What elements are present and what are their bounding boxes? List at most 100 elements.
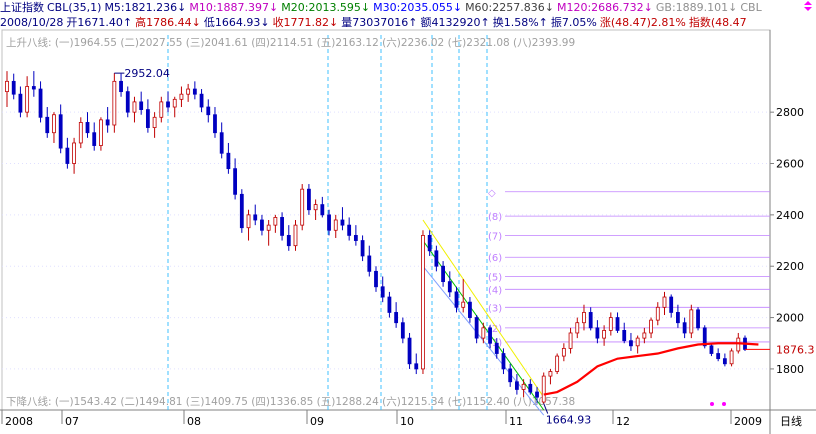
candle-body-9 <box>65 147 70 164</box>
candle-body-25 <box>172 98 177 108</box>
candle-body-38 <box>260 219 264 231</box>
x-axis-label-0: 2008 <box>5 415 33 428</box>
low-pointer-line <box>543 403 549 414</box>
signal-dot-1 <box>722 402 726 406</box>
candle-body-43 <box>293 224 298 247</box>
quote-item-7: 换1.58%↑ <box>492 16 548 29</box>
candle-body-70 <box>474 317 479 339</box>
candle-body-7 <box>52 114 56 134</box>
ohlc-header-row: 2008/10/28 开1671.40↑ 高1786.44↓ 低1664.93↓ 收17… <box>0 15 750 30</box>
candle-body-65 <box>441 265 445 283</box>
candle-body-64 <box>434 250 439 267</box>
candle-body-32 <box>219 132 224 154</box>
candle-body-4 <box>31 86 36 90</box>
candle-body-74 <box>501 353 506 370</box>
quote-item-8: 振7.05% <box>550 16 597 29</box>
candle-body-24 <box>166 101 170 108</box>
candle-body-63 <box>427 235 432 252</box>
candle-body-52 <box>353 235 358 241</box>
candle-body-48 <box>327 214 331 231</box>
candle-body-106 <box>716 353 721 360</box>
x-axis-label-1: 07 <box>65 415 79 428</box>
candle-body-42 <box>286 235 291 247</box>
candle-body-86 <box>582 312 586 324</box>
quote-item-10: 指数(48.47 <box>688 16 747 29</box>
quote-item-6: 额4132920↑ <box>420 16 490 29</box>
quote-item-9: 涨(48.47)2.81% <box>599 16 686 29</box>
candle-body-10 <box>72 142 76 164</box>
candle-body-21 <box>145 109 150 128</box>
candle-body-29 <box>199 93 204 108</box>
candle-body-8 <box>58 114 63 149</box>
candle-body-108 <box>729 350 734 365</box>
y-tick-label-1: 2000 <box>776 312 804 325</box>
x-axis-label-6: 12 <box>616 415 630 428</box>
indicator-item-6: M60:2257.836↓ <box>465 1 554 14</box>
candle-body-16 <box>112 80 117 126</box>
candle-body-77 <box>521 383 526 390</box>
candle-body-71 <box>481 327 486 339</box>
candle-body-20 <box>139 101 144 110</box>
candle-body-27 <box>186 88 191 95</box>
candle-body-3 <box>25 86 30 113</box>
candle-body-55 <box>374 270 378 288</box>
indicator-item-0: 上证指数 <box>0 1 44 14</box>
period-label: 日线 <box>780 414 802 428</box>
candle-body-11 <box>78 122 83 144</box>
candle-body-59 <box>400 322 405 339</box>
upper-eight-lines-label: 上升八线: (一)1964.55 (二)2027.55 (三)2041.61 (… <box>6 36 575 49</box>
candle-body-78 <box>528 383 533 393</box>
x-axis-label-4: 10 <box>400 415 414 428</box>
candle-body-28 <box>192 88 197 95</box>
candle-body-44 <box>300 188 305 226</box>
candle-body-79 <box>535 391 539 398</box>
candle-body-14 <box>99 119 103 146</box>
moving-average-line <box>543 342 759 396</box>
y-tick-label-3: 2400 <box>776 209 804 222</box>
candle-body-97 <box>655 306 660 321</box>
scroll-arrows-icon[interactable] <box>802 0 814 12</box>
candle-body-60 <box>407 337 412 365</box>
fib-level-label-1: (2) <box>488 324 502 335</box>
candle-body-100 <box>676 312 680 324</box>
candle-body-91 <box>615 317 620 331</box>
fib-level-label-4: (5) <box>488 272 502 283</box>
candle-body-95 <box>642 332 647 339</box>
candle-body-73 <box>494 342 499 354</box>
quote-item-1: 开1671.40↑ <box>66 16 133 29</box>
candle-body-80 <box>541 375 546 403</box>
candle-body-107 <box>722 358 727 365</box>
x-axis-label-7: 2009 <box>734 415 762 428</box>
quote-item-5: 量73037016↑ <box>341 16 418 29</box>
x-axis-label-3: 09 <box>310 415 324 428</box>
indicator-item-1: CBL(35,1) <box>47 1 102 14</box>
indicator-item-2: M5:1821.236↓ <box>104 1 187 14</box>
candle-body-87 <box>588 312 593 329</box>
candle-body-1 <box>11 80 16 95</box>
candle-body-0 <box>5 80 9 93</box>
candle-body-68 <box>461 301 466 308</box>
candle-body-67 <box>454 291 459 308</box>
y-tick-label-5: 2800 <box>776 106 804 119</box>
candle-body-22 <box>152 116 157 128</box>
candle-body-46 <box>313 204 318 211</box>
candle-body-56 <box>380 286 385 298</box>
candle-body-88 <box>595 327 600 339</box>
candle-body-18 <box>125 91 130 113</box>
candle-body-45 <box>307 188 311 211</box>
indicator-item-8: GB:1889.101↓ <box>655 1 738 14</box>
candle-body-101 <box>682 322 687 334</box>
candle-body-66 <box>447 281 452 293</box>
candle-body-98 <box>662 296 667 308</box>
candle-body-17 <box>119 80 123 93</box>
candle-body-23 <box>159 101 164 118</box>
candle-body-81 <box>548 371 553 377</box>
quote-item-3: 低1664.93↓ <box>203 16 270 29</box>
candle-body-19 <box>132 101 137 113</box>
quote-item-2: 高1786.44↓ <box>135 16 201 29</box>
candle-body-31 <box>213 114 217 134</box>
candle-body-72 <box>488 327 492 344</box>
candle-body-51 <box>347 224 352 236</box>
